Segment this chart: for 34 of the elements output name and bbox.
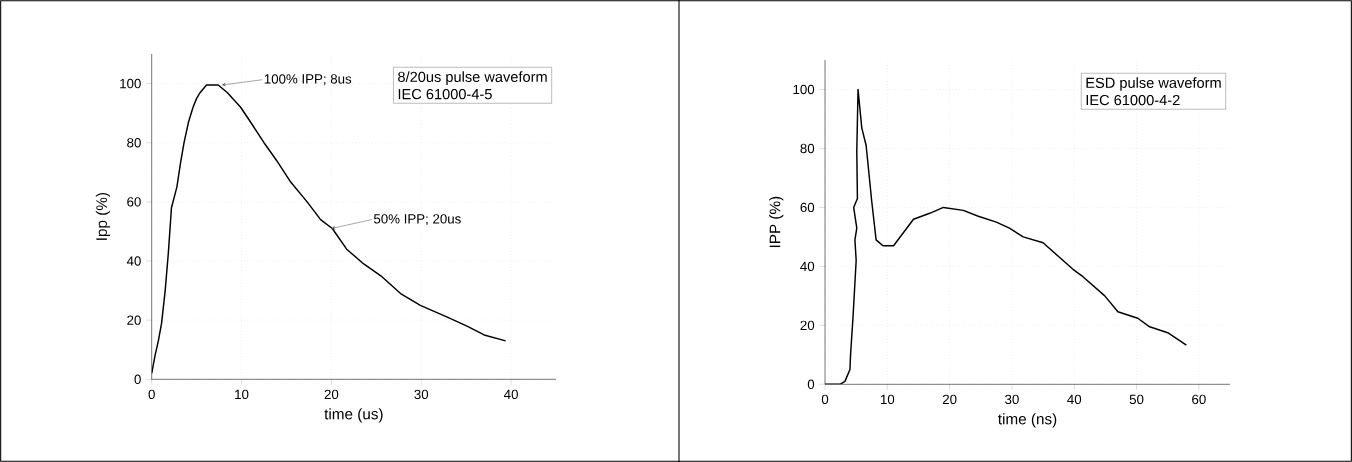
annotation: 8/20us pulse waveform — [398, 71, 547, 85]
annotation: 100% IPP; 8us — [264, 74, 352, 86]
x-tick-label: 20 — [942, 394, 957, 405]
x-tick-label: 10 — [880, 394, 895, 405]
y-tick-label: 20 — [800, 320, 815, 331]
y-tick-label: 100 — [120, 78, 141, 89]
y-tick-label: 100 — [793, 84, 815, 95]
y-tick-label: 40 — [800, 261, 815, 272]
annotation: IEC 61000-4-2 — [1086, 94, 1180, 106]
y-tick-label: 20 — [127, 315, 141, 325]
x-tick-label: 10 — [235, 389, 249, 400]
y-tick-label: 60 — [127, 197, 141, 207]
y-tick-label: 80 — [127, 138, 141, 148]
y-tick-label: 0 — [134, 374, 141, 384]
y-axis-title: Ipp (%) — [95, 192, 111, 240]
annotation: 50% IPP; 20us — [373, 214, 461, 226]
x-tick-label: 40 — [1067, 394, 1082, 405]
y-tick-label: 0 — [807, 379, 815, 390]
x-tick-label: 30 — [414, 389, 429, 400]
y-tick-label: 60 — [800, 202, 815, 213]
x-tick-label: 40 — [504, 389, 518, 400]
y-tick-label: 80 — [800, 143, 815, 154]
x-tick-label: 20 — [324, 389, 339, 400]
x-tick-label: 60 — [1192, 394, 1206, 405]
annotation: IEC 61000-4-5 — [398, 88, 492, 100]
x-tick-label: 50 — [1129, 394, 1144, 405]
x-axis-title: time (ns) — [998, 413, 1057, 428]
x-tick-label: 30 — [1005, 394, 1019, 405]
x-tick-label: 0 — [821, 394, 829, 405]
y-tick-label: 40 — [126, 256, 141, 266]
x-tick-label: 0 — [148, 389, 155, 400]
y-axis-title: IPP (%) — [769, 196, 784, 248]
x-axis-title: time (us) — [324, 408, 383, 423]
annotation: ESD pulse waveform — [1086, 77, 1221, 91]
